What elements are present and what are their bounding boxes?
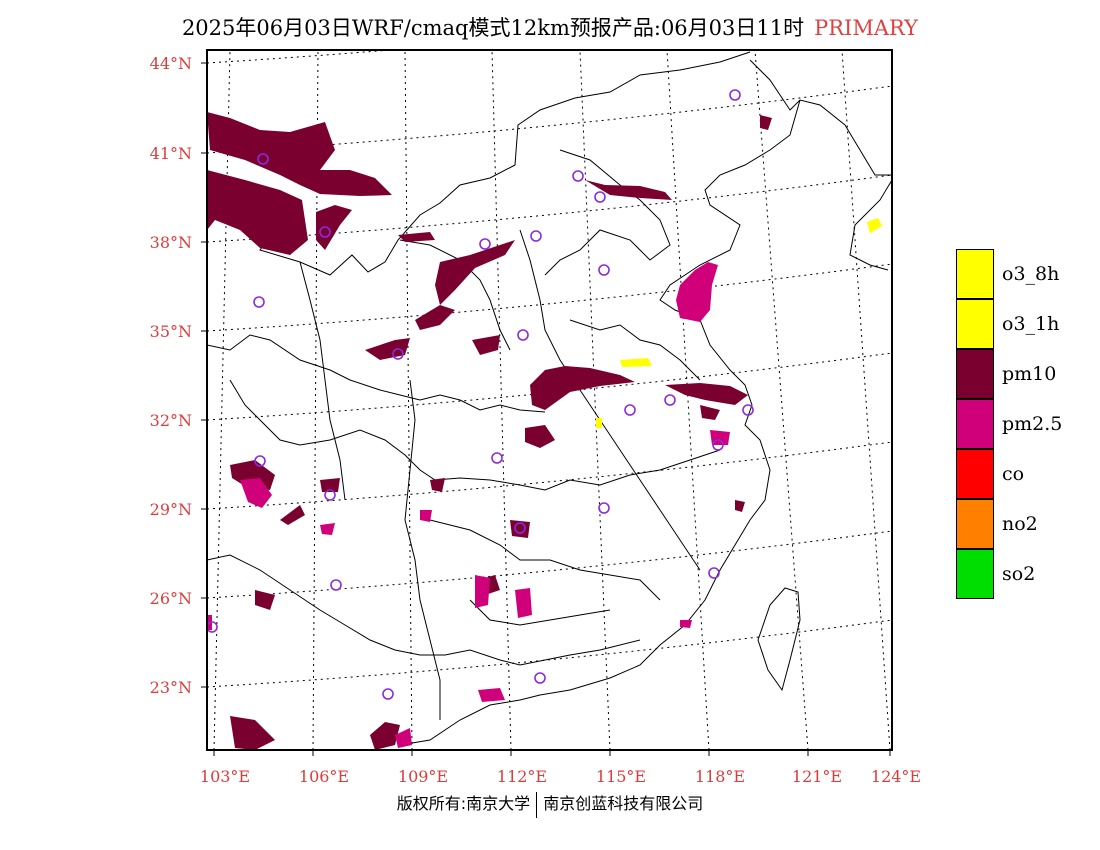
city-marker	[598, 264, 610, 276]
city-marker	[330, 579, 342, 591]
city-marker	[517, 329, 529, 341]
legend-label: so2	[1002, 563, 1036, 585]
city-marker	[708, 567, 720, 579]
lat-label: 29°N	[150, 500, 192, 519]
title-text: 2025年06月03日WRF/cmaq模式12km预报产品:06月03日11时	[181, 16, 805, 40]
pm25-areas	[207, 262, 730, 748]
city-marker	[207, 621, 218, 633]
city-marker	[624, 404, 636, 416]
copyright-footer: 版权所有:南京大学 南京创蓝科技有限公司	[0, 790, 1100, 818]
lat-label: 32°N	[150, 411, 192, 430]
legend-swatch	[956, 549, 994, 599]
city-marker	[382, 688, 394, 700]
city-marker	[729, 89, 741, 101]
city-marker	[594, 191, 606, 203]
city-marker	[530, 230, 542, 242]
city-marker	[572, 170, 584, 182]
graticule-parallels	[207, 50, 892, 688]
lon-label: 112°E	[497, 767, 547, 786]
footer-separator	[536, 791, 538, 818]
footer-right: 南京创蓝科技有限公司	[543, 794, 704, 813]
city-marker	[712, 439, 724, 451]
city-marker	[479, 238, 491, 250]
city-marker	[257, 153, 269, 165]
map-content	[207, 50, 892, 750]
city-marker	[514, 522, 526, 534]
city-marker	[598, 502, 610, 514]
legend-swatch	[956, 349, 994, 399]
lat-label: 26°N	[150, 589, 192, 608]
lat-label: 23°N	[150, 678, 192, 697]
city-marker	[742, 404, 754, 416]
footer-left: 版权所有:南京大学	[396, 794, 531, 813]
axis-ticks	[201, 62, 891, 756]
legend-swatch	[956, 299, 994, 349]
o3-areas	[596, 218, 882, 428]
legend-swatch	[956, 499, 994, 549]
legend-label: co	[1002, 463, 1025, 485]
boundaries	[207, 51, 892, 746]
city-marker	[319, 226, 331, 238]
title-mode: PRIMARY	[814, 16, 919, 40]
lon-label: 118°E	[695, 767, 745, 786]
lat-labels: 44°N 41°N 38°N 35°N 32°N 29°N 26°N 23°N	[150, 54, 192, 697]
lon-label: 109°E	[398, 767, 448, 786]
city-marker	[254, 455, 266, 467]
lat-label: 35°N	[150, 322, 192, 341]
map-title: 2025年06月03日WRF/cmaq模式12km预报产品:06月03日11时 P…	[0, 12, 1100, 42]
lon-labels: 103°E 106°E 109°E 112°E 115°E 118°E 121°…	[200, 767, 921, 786]
city-marker	[491, 452, 503, 464]
pm10-areas	[207, 112, 772, 750]
city-marker	[324, 489, 336, 501]
lon-label: 124°E	[871, 767, 921, 786]
legend-label: o3_8h	[1002, 263, 1060, 285]
city-marker	[534, 672, 546, 684]
lat-label: 44°N	[150, 54, 192, 73]
lat-label: 41°N	[150, 144, 192, 163]
city-marker	[392, 348, 404, 360]
city-markers	[207, 89, 754, 700]
map-frame	[206, 49, 893, 751]
legend-label: no2	[1002, 513, 1038, 535]
lon-label: 103°E	[200, 767, 250, 786]
lon-label: 121°E	[792, 767, 842, 786]
lat-label: 38°N	[150, 233, 192, 252]
legend-swatch	[956, 449, 994, 499]
legend-label: o3_1h	[1002, 313, 1060, 335]
city-marker	[664, 394, 676, 406]
legend-label: pm10	[1002, 363, 1057, 385]
city-marker	[253, 296, 265, 308]
legend-label: pm2.5	[1002, 413, 1063, 435]
lon-label: 115°E	[596, 767, 646, 786]
legend-swatch	[956, 249, 994, 299]
legend-swatch	[956, 399, 994, 449]
lon-label: 106°E	[299, 767, 349, 786]
